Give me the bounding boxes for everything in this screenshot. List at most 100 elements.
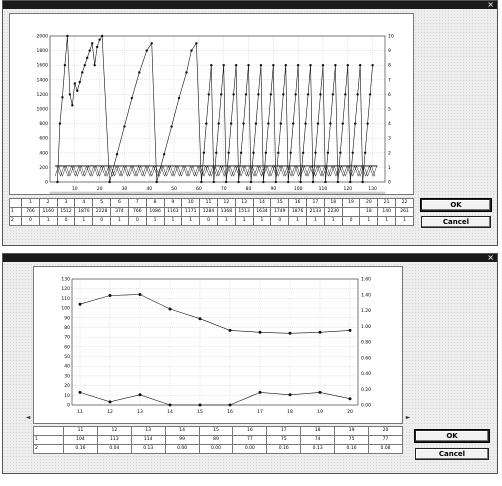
- grid-cell[interactable]: 11: [63, 426, 98, 436]
- grid-cell[interactable]: 17: [306, 198, 325, 208]
- grid-cell[interactable]: 2230: [323, 207, 343, 217]
- grid-cell[interactable]: 0.04: [96, 444, 132, 454]
- grid-cell[interactable]: 1: [234, 216, 254, 226]
- grid-row[interactable]: 2 0.16 0.04 0.13 0.00 0.00 0.00 0.16 0.13 0.16 0.0…: [33, 444, 403, 454]
- title-bar[interactable]: ×: [3, 254, 497, 262]
- ok-button[interactable]: OK: [420, 198, 492, 212]
- grid-header-row[interactable]: 11 12 13 14 15 16 17 18 19 20: [33, 426, 403, 436]
- grid-cell[interactable]: 1163: [163, 207, 183, 217]
- grid-cell[interactable]: 1876: [288, 207, 307, 217]
- grid-cell[interactable]: 1: [145, 216, 165, 226]
- grid-cell[interactable]: 75: [266, 435, 302, 445]
- grid-cell[interactable]: 12: [216, 198, 236, 208]
- grid-cell[interactable]: 1: [377, 216, 397, 226]
- grid-cell[interactable]: 21: [377, 198, 397, 208]
- grid-cell[interactable]: 13: [234, 198, 254, 208]
- grid-cell[interactable]: 14: [252, 198, 272, 208]
- data-grid[interactable]: 11 12 13 14 15 16 17 18 19 20 1 104 113 114 99 89 77 75 74…: [33, 426, 403, 454]
- grid-cell[interactable]: 766: [127, 207, 147, 217]
- grid-cell[interactable]: 77: [368, 435, 403, 445]
- grid-cell[interactable]: 1: [288, 216, 307, 226]
- grid-cell[interactable]: 1513: [234, 207, 254, 217]
- grid-cell[interactable]: 2: [38, 198, 58, 208]
- grid-cell[interactable]: 15: [198, 426, 234, 436]
- data-grid[interactable]: 1 2 3 4 5 6 7 8 9 10 11 12 13 14 15 16 17 18 19 20 21 22 1 766 1…: [9, 198, 414, 226]
- grid-cell[interactable]: 1: [395, 216, 414, 226]
- grid-cell[interactable]: 1: [252, 216, 272, 226]
- grid-cell[interactable]: 3: [56, 198, 76, 208]
- grid-cell[interactable]: 261: [395, 207, 414, 217]
- grid-cell[interactable]: 1171: [181, 207, 201, 217]
- grid-cell[interactable]: 1870: [74, 207, 94, 217]
- ok-button[interactable]: OK: [414, 429, 490, 443]
- grid-cell[interactable]: 10: [181, 198, 201, 208]
- grid-cell[interactable]: 766: [21, 207, 40, 217]
- grid-cell[interactable]: 4: [74, 198, 94, 208]
- grid-cell[interactable]: 114: [130, 435, 166, 445]
- grid-cell[interactable]: 13: [130, 426, 166, 436]
- grid-cell[interactable]: 0.00: [164, 444, 200, 454]
- grid-row[interactable]: 1 104 113 114 99 89 77 75 74 75 77: [33, 435, 403, 445]
- grid-cell[interactable]: 6: [110, 198, 129, 208]
- grid-cell[interactable]: 140: [377, 207, 397, 217]
- grid-cell[interactable]: 0.16: [266, 444, 302, 454]
- cancel-button[interactable]: Cancel: [415, 448, 489, 460]
- grid-cell[interactable]: 12: [96, 426, 132, 436]
- grid-cell[interactable]: 113: [96, 435, 132, 445]
- grid-cell[interactable]: 1: [21, 198, 40, 208]
- grid-cell[interactable]: 0: [56, 216, 76, 226]
- grid-cell[interactable]: 0: [270, 216, 290, 226]
- grid-cell[interactable]: 1: [163, 216, 183, 226]
- grid-cell[interactable]: 16: [288, 198, 307, 208]
- grid-cell[interactable]: 20: [359, 198, 379, 208]
- scroll-left-icon[interactable]: ◄: [25, 414, 31, 421]
- grid-cell[interactable]: 0: [341, 216, 361, 226]
- grid-cell[interactable]: 1: [38, 216, 58, 226]
- grid-cell[interactable]: 89: [198, 435, 234, 445]
- grid-cell[interactable]: 18: [323, 198, 343, 208]
- grid-cell[interactable]: 0: [92, 216, 112, 226]
- close-icon[interactable]: ×: [487, 253, 494, 262]
- grid-cell[interactable]: 0.13: [300, 444, 336, 454]
- grid-cell[interactable]: 19: [334, 426, 370, 436]
- grid-header-row[interactable]: 1 2 3 4 5 6 7 8 9 10 11 12 13 14 15 16 17 18 19 20 21 22: [9, 198, 414, 208]
- grid-cell[interactable]: 1: [216, 216, 236, 226]
- grid-cell[interactable]: 1634: [252, 207, 272, 217]
- grid-cell[interactable]: 5: [92, 198, 112, 208]
- grid-cell[interactable]: 0: [127, 216, 147, 226]
- grid-cell[interactable]: 1: [306, 216, 325, 226]
- grid-cell[interactable]: 16: [232, 426, 268, 436]
- grid-cell[interactable]: 0.13: [130, 444, 166, 454]
- grid-cell[interactable]: 20: [368, 426, 403, 436]
- grid-cell[interactable]: 0.00: [198, 444, 234, 454]
- grid-cell[interactable]: 22: [395, 198, 414, 208]
- grid-cell[interactable]: 15: [270, 198, 290, 208]
- grid-cell[interactable]: 1749: [270, 207, 290, 217]
- grid-cell[interactable]: 8: [145, 198, 165, 208]
- grid-cell[interactable]: 0: [21, 216, 40, 226]
- title-bar[interactable]: ×: [3, 1, 497, 9]
- grid-cell[interactable]: 0: [199, 216, 218, 226]
- grid-cell[interactable]: 0.16: [334, 444, 370, 454]
- grid-cell[interactable]: 19: [341, 198, 361, 208]
- grid-cell[interactable]: 9: [163, 198, 183, 208]
- grid-cell[interactable]: 7: [127, 198, 147, 208]
- grid-cell[interactable]: 75: [334, 435, 370, 445]
- grid-cell[interactable]: 1368: [216, 207, 236, 217]
- grid-cell[interactable]: 0.16: [63, 444, 98, 454]
- grid-cell[interactable]: 1: [181, 216, 201, 226]
- grid-cell[interactable]: 11: [199, 198, 218, 208]
- grid-cell[interactable]: 17: [266, 426, 302, 436]
- scroll-right-icon[interactable]: ►: [405, 414, 411, 421]
- grid-cell[interactable]: 18: [359, 207, 379, 217]
- grid-cell[interactable]: 0.08: [368, 444, 403, 454]
- grid-cell[interactable]: 14: [164, 426, 200, 436]
- close-icon[interactable]: ×: [487, 0, 494, 9]
- grid-cell[interactable]: 74: [300, 435, 336, 445]
- grid-cell[interactable]: 2228: [92, 207, 112, 217]
- grid-cell[interactable]: 1: [323, 216, 343, 226]
- grid-cell[interactable]: 1512: [56, 207, 76, 217]
- grid-cell[interactable]: 1: [74, 216, 94, 226]
- grid-cell[interactable]: 0.00: [232, 444, 268, 454]
